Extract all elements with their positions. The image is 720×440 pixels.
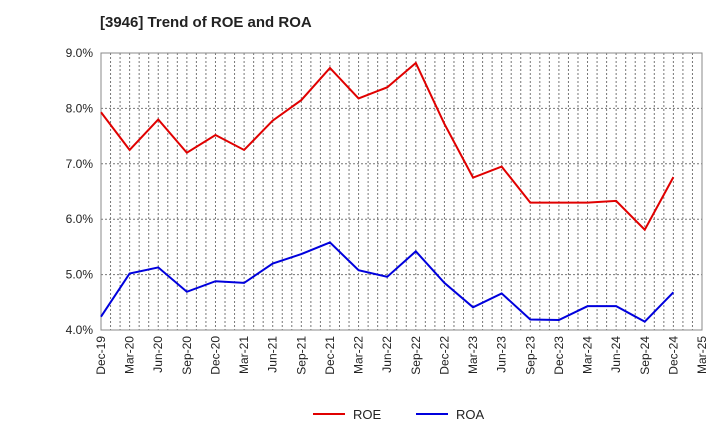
x-tick-label: Jun-23 [495, 336, 509, 373]
x-tick-label: Dec-21 [323, 336, 337, 375]
legend-label-roe: ROE [353, 407, 382, 422]
x-tick-label: Jun-20 [151, 336, 165, 373]
x-tick-label: Jun-24 [609, 336, 623, 373]
y-tick-label: 6.0% [66, 212, 94, 226]
y-tick-label: 8.0% [66, 101, 94, 115]
x-tick-label: Mar-20 [123, 336, 137, 374]
x-tick-label: Dec-23 [552, 336, 566, 375]
x-tick-label: Sep-23 [523, 336, 537, 375]
x-tick-label: Dec-22 [437, 336, 451, 375]
x-tick-label: Mar-24 [581, 336, 595, 374]
y-tick-label: 7.0% [66, 157, 94, 171]
x-tick-label: Sep-21 [294, 336, 308, 375]
x-tick-label: Jun-21 [266, 336, 280, 373]
x-tick-label: Jun-22 [380, 336, 394, 373]
x-tick-label: Mar-21 [237, 336, 251, 374]
plot-area-frame [100, 52, 703, 331]
x-tick-label: Sep-24 [638, 336, 652, 375]
chart-title: [3946] Trend of ROE and ROA [100, 14, 312, 31]
y-tick-label: 5.0% [66, 268, 94, 282]
x-tick-label: Sep-22 [409, 336, 423, 375]
x-tick-label: Mar-23 [466, 336, 480, 374]
x-tick-label: Dec-19 [94, 336, 108, 375]
series-line-roe [100, 61, 675, 232]
y-tick-label: 4.0% [66, 323, 94, 337]
x-tick-label: Mar-25 [695, 336, 709, 374]
x-tick-label: Dec-20 [208, 336, 222, 375]
x-tick-label: Sep-20 [180, 336, 194, 375]
x-tick-label: Dec-24 [666, 336, 680, 375]
y-tick-label: 9.0% [66, 46, 94, 60]
legend-label-roa: ROA [456, 407, 485, 422]
x-tick-label: Mar-22 [352, 336, 366, 374]
series-line-roa [100, 241, 675, 323]
